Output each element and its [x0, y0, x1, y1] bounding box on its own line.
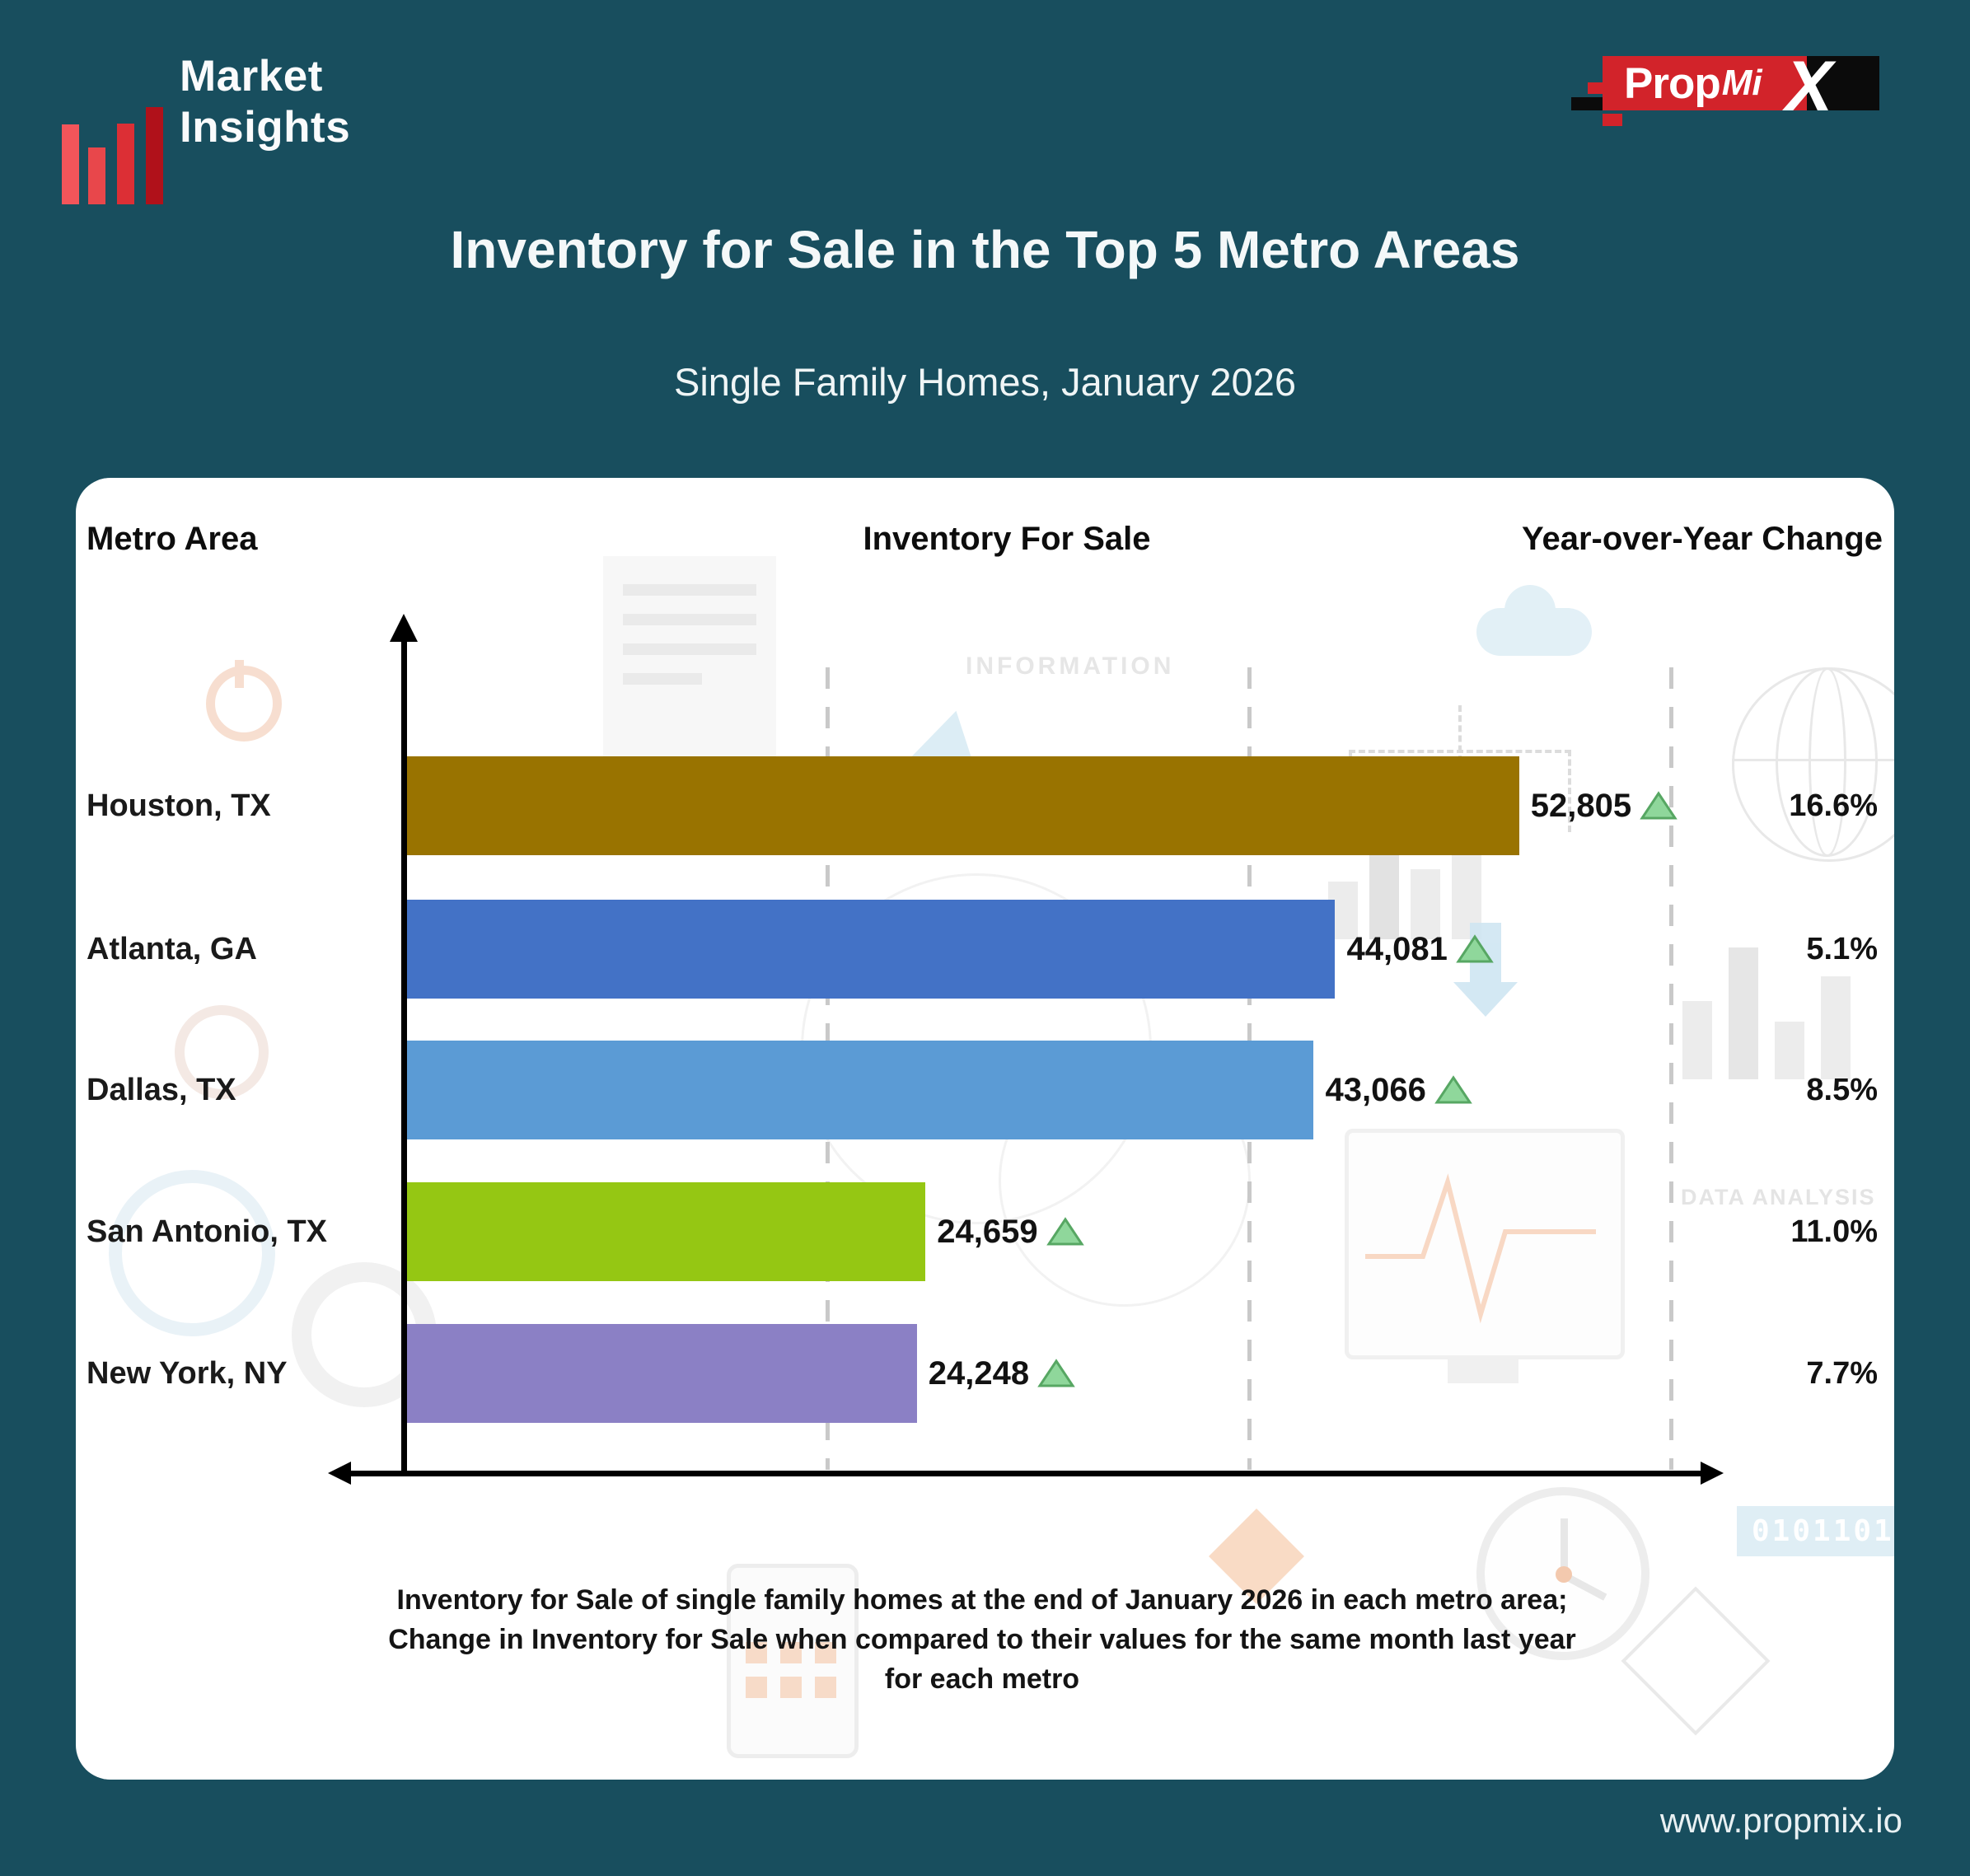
bar-row-san-antonio: 24,659	[405, 1182, 1724, 1281]
logo-line-1: Market	[180, 52, 323, 101]
value-label-san-antonio: 24,659	[937, 1213, 1038, 1250]
yoy-change-new-york: 7.7%	[1806, 1355, 1878, 1391]
value-label-dallas: 43,066	[1325, 1071, 1426, 1108]
website-url: www.propmix.io	[1659, 1801, 1902, 1840]
page-subtitle: Single Family Homes, January 2026	[674, 360, 1296, 404]
bar-row-atlanta: 44,081	[405, 900, 1724, 999]
column-header-metro: Metro Area	[87, 521, 258, 557]
metro-label-atlanta: Atlanta, GA	[87, 931, 257, 966]
logo-line-2: Insights	[180, 103, 351, 152]
metro-label-new-york: New York, NY	[87, 1355, 288, 1391]
propmix-mi-text: Mi	[1721, 63, 1762, 103]
caption-line-3: for each metro	[884, 1663, 1080, 1695]
bar-houston	[405, 756, 1519, 855]
yoy-change-dallas: 8.5%	[1806, 1072, 1878, 1107]
value-label-new-york: 24,248	[928, 1354, 1030, 1392]
column-header-yoy: Year-over-Year Change	[1522, 521, 1883, 557]
logo-pixel-red-1	[1588, 82, 1603, 94]
gridline	[1669, 667, 1673, 1470]
bar-row-houston: 52,805	[405, 756, 1724, 855]
value-label-atlanta: 44,081	[1346, 930, 1448, 967]
bar-san-antonio	[405, 1182, 926, 1281]
market-insights-logo: Market Insights	[62, 49, 556, 204]
value-label-houston: 52,805	[1530, 787, 1632, 824]
chart-caption: Inventory for Sale of single family home…	[282, 1580, 1682, 1699]
metro-label-houston: Houston, TX	[87, 788, 271, 823]
logo-pixel-red-2	[1603, 114, 1622, 126]
metro-label-dallas: Dallas, TX	[87, 1072, 236, 1107]
page-title: Inventory for Sale in the Top 5 Metro Ar…	[450, 220, 1520, 279]
up-triangle-icon	[1046, 1217, 1084, 1246]
plot-area: 52,805 44,081 43,066	[404, 610, 1722, 1476]
caption-line-1: Inventory for Sale of single family home…	[396, 1584, 1568, 1616]
up-triangle-icon	[1640, 791, 1678, 820]
bar-atlanta	[405, 900, 1336, 999]
x-axis	[328, 1462, 1724, 1485]
propmix-logo: Prop Mi X	[1571, 47, 1899, 138]
up-triangle-icon	[1456, 934, 1494, 963]
bar-row-new-york: 24,248	[405, 1324, 1724, 1423]
bar-dallas	[405, 1041, 1314, 1139]
propmix-red-panel: Prop Mi	[1603, 56, 1807, 110]
metro-label-san-antonio: San Antonio, TX	[87, 1214, 328, 1249]
up-triangle-icon	[1434, 1075, 1472, 1104]
market-insights-wordmark: Market Insights	[180, 51, 350, 153]
propmix-x-text: X	[1785, 47, 1833, 126]
up-triangle-icon	[1037, 1359, 1075, 1387]
logo-pixel-black	[1571, 97, 1603, 110]
yoy-change-san-antonio: 11.0%	[1790, 1214, 1878, 1249]
yoy-change-houston: 16.6%	[1789, 788, 1878, 823]
bar-new-york	[405, 1324, 917, 1423]
caption-line-2: Change in Inventory for Sale when compar…	[388, 1624, 1576, 1655]
propmix-prop-text: Prop	[1624, 58, 1721, 108]
propmix-black-panel	[1807, 56, 1879, 110]
chart-card: INFORMATION DATA ANALYSIS	[76, 478, 1894, 1780]
y-axis	[390, 614, 418, 1476]
bar-chart-logo-icon	[62, 97, 177, 204]
bar-row-dallas: 43,066	[405, 1041, 1724, 1139]
column-header-inventory: Inventory For Sale	[863, 521, 1151, 557]
yoy-change-atlanta: 5.1%	[1806, 931, 1878, 966]
